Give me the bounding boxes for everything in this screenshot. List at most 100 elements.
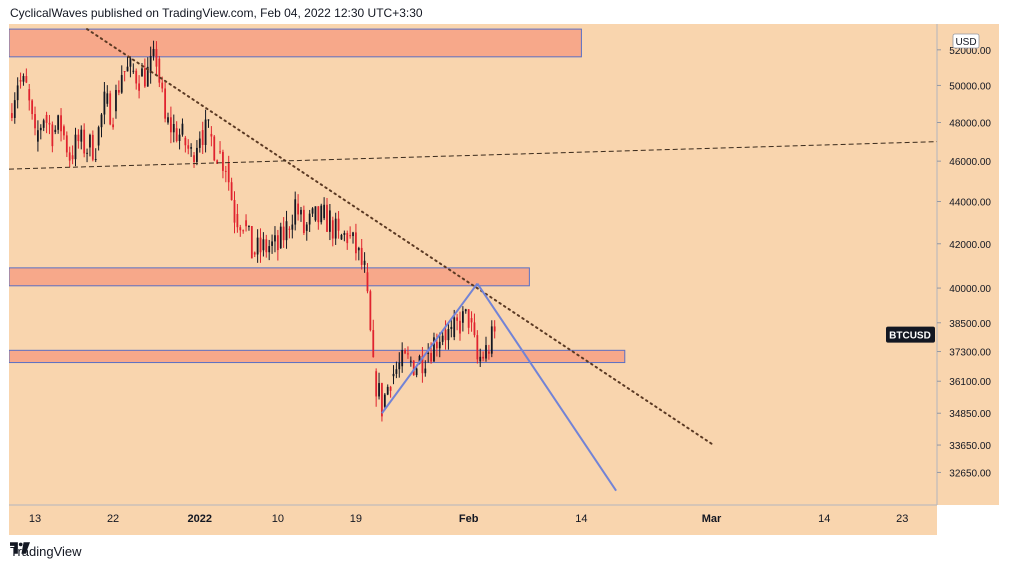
candle-body [265, 239, 268, 253]
price-tick-label: 46000.00 [949, 157, 991, 168]
candle-body [418, 356, 421, 364]
candle-16 [54, 125, 57, 135]
plot-area[interactable] [9, 24, 937, 505]
candle-body [175, 128, 178, 141]
candle-body [386, 386, 389, 395]
time-axis[interactable] [9, 505, 937, 535]
time-tick-label: 14 [818, 513, 830, 525]
candle-body [196, 147, 198, 162]
candle-body [482, 356, 485, 359]
candle-105 [311, 207, 314, 217]
candle-10 [37, 120, 39, 152]
candle-22 [71, 145, 74, 165]
candle-8 [31, 99, 34, 120]
candle-117 [346, 230, 349, 250]
candle-77 [230, 177, 233, 201]
candle-147 [433, 332, 435, 362]
candle-body [357, 247, 360, 251]
footer-brand[interactable]: TradingView [10, 541, 82, 561]
symbol-badge[interactable]: BTCUSD [886, 326, 935, 343]
candle-body [19, 80, 22, 82]
candle-134 [395, 361, 398, 379]
candle-42 [129, 56, 132, 78]
candle-body [112, 124, 114, 128]
candle-body [490, 326, 493, 354]
candle-140 [412, 359, 415, 376]
candle-body [331, 220, 334, 239]
candle-26 [83, 123, 86, 158]
candle-25 [80, 125, 83, 150]
candle-body [311, 208, 314, 214]
candlestick-chart[interactable]: 52000.00 50000.00 48000.00 46000.00 44000.00… [9, 24, 999, 535]
candle-body [89, 134, 91, 148]
candle-body [65, 135, 68, 153]
price-tick-label: 38500.00 [949, 319, 991, 330]
candle-body [123, 71, 126, 73]
candle-61 [184, 135, 187, 153]
candle-body [207, 119, 210, 121]
candle-31 [97, 125, 100, 151]
candle-162 [476, 330, 479, 364]
candle-body [83, 129, 86, 154]
candle-body [314, 206, 317, 221]
candle-body [424, 368, 427, 374]
candle-3 [16, 77, 19, 109]
candle-body [320, 205, 323, 223]
drawn-trendlines [9, 28, 938, 492]
chart-panel[interactable]: 52000.00 50000.00 48000.00 46000.00 44000.00… [9, 24, 999, 535]
candle-body [169, 117, 172, 133]
candle-119 [352, 231, 354, 244]
candle-body [459, 320, 461, 334]
candle-body [493, 326, 496, 332]
candle-89 [265, 234, 268, 258]
candle-body [412, 360, 415, 376]
candle-body [488, 351, 490, 354]
candle-body [430, 353, 432, 362]
candle-body [161, 82, 164, 89]
candle-body [39, 127, 42, 131]
candle-14 [48, 114, 51, 135]
candle-body [155, 48, 158, 67]
candle-107 [317, 206, 320, 230]
candle-18 [60, 108, 62, 142]
candle-body [375, 371, 378, 397]
zone-3 [9, 349, 626, 364]
candle-body [441, 335, 444, 342]
candle-136 [401, 342, 404, 373]
candle-body [383, 394, 386, 407]
candle-body [366, 272, 369, 292]
candle-58 [175, 121, 178, 143]
candle-body [248, 226, 250, 228]
price-tick-label: 37300.00 [949, 348, 991, 359]
candle-body [453, 317, 456, 338]
candle-79 [236, 203, 239, 233]
candle-body [120, 75, 123, 93]
candle-body [190, 147, 193, 149]
candle-57 [172, 114, 175, 143]
candle-body [259, 237, 262, 253]
candle-body [106, 93, 109, 104]
zone-2 [9, 267, 530, 287]
candle-1 [10, 103, 13, 122]
candle-157 [461, 306, 464, 332]
candle-body [334, 218, 337, 239]
candle-126 [372, 319, 375, 358]
candle-body [31, 100, 34, 115]
candle-body [433, 337, 435, 362]
candle-body [302, 209, 305, 233]
candle-body [94, 159, 97, 161]
time-tick-label: 13 [29, 513, 41, 525]
candle-6 [25, 68, 28, 84]
candle-152 [447, 323, 450, 350]
time-tick-label: Mar [702, 513, 722, 525]
candle-body [63, 126, 65, 136]
candle-98 [291, 214, 294, 239]
candle-body [109, 93, 112, 125]
price-axis[interactable] [937, 24, 999, 505]
candle-body [204, 119, 207, 145]
candle-body [337, 218, 340, 231]
candle-109 [323, 197, 326, 221]
candle-106 [314, 206, 317, 222]
candle-body [381, 383, 383, 417]
candle-body [444, 329, 447, 341]
